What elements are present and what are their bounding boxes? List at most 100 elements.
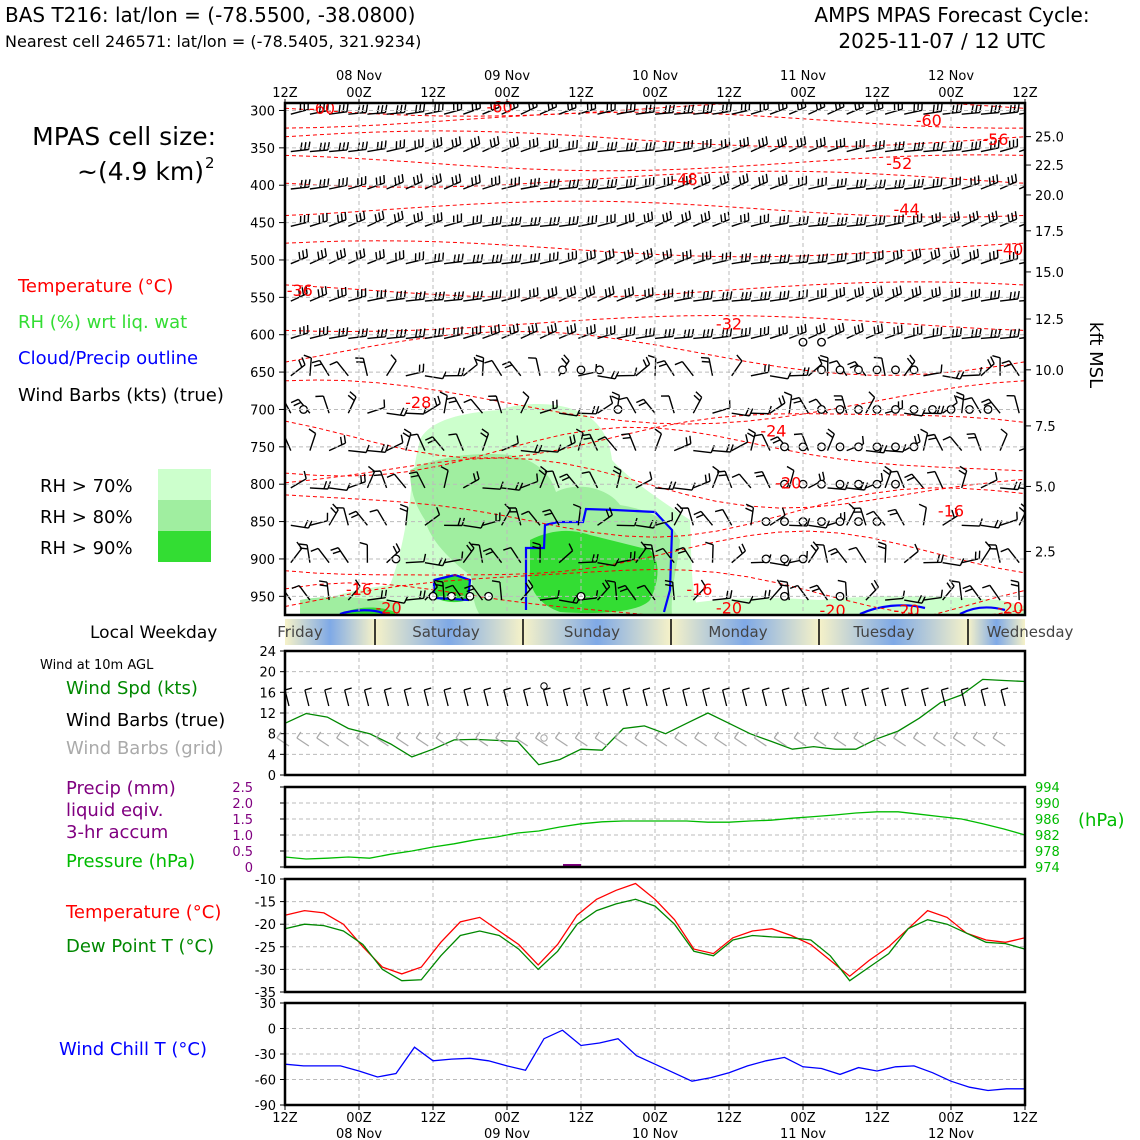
ytick-label-1: -30 xyxy=(255,963,276,978)
wind-barb xyxy=(903,248,922,265)
wind-barb xyxy=(731,291,752,302)
wind-barb xyxy=(961,288,981,302)
h-tick-label-7.5: 7.5 xyxy=(1035,420,1056,435)
wind-barb xyxy=(700,356,714,376)
wind-barb xyxy=(769,174,788,190)
temp-label-8: -36 xyxy=(287,281,313,300)
cell-size-exponent: 2 xyxy=(205,154,215,172)
panel-frame xyxy=(283,877,1027,994)
surface-wind-barb xyxy=(642,687,651,707)
wind-barb xyxy=(885,444,907,453)
p-tick-label-900: 900 xyxy=(250,553,275,568)
wind-barb xyxy=(372,470,388,489)
top-hour-label-8: 12Z xyxy=(864,86,890,101)
ytick-label-0: 0 xyxy=(268,769,276,784)
surface-wind-barb xyxy=(761,687,770,707)
rh-shading xyxy=(285,103,1025,615)
top-hour-label-2: 12Z xyxy=(420,86,446,101)
ytick-label-2: 8 xyxy=(268,728,276,743)
precip-tick-label-1: 0.5 xyxy=(232,845,253,860)
rh80-label: RH > 80% xyxy=(40,507,133,528)
wind-barb xyxy=(846,216,867,227)
ytick-label-4: 30 xyxy=(259,997,276,1012)
wind-barb xyxy=(539,216,560,227)
wind-barb xyxy=(597,213,616,227)
wind-barb xyxy=(750,253,771,265)
wind-barb xyxy=(942,141,963,153)
grid-wind-barb xyxy=(674,731,688,747)
wind-barb xyxy=(491,580,503,601)
wind-barb xyxy=(347,579,361,601)
wind-barb xyxy=(501,176,520,190)
p-tick-label-400: 400 xyxy=(250,179,275,194)
wind-barb xyxy=(942,579,955,601)
wind-barb xyxy=(992,355,1001,376)
grid-wind-barb xyxy=(435,731,449,747)
temp-label-7: -40 xyxy=(997,240,1023,259)
wind-barb xyxy=(654,512,673,526)
cycle-value: 2025-11-07 / 12 UTC xyxy=(838,29,1045,53)
wind-barb xyxy=(501,216,522,227)
bottom-hour-label-0: 12Z xyxy=(272,1111,298,1126)
isotherm-5 xyxy=(285,200,1025,218)
wind-barb xyxy=(443,173,462,190)
wind-barb xyxy=(578,324,596,340)
isotherm-8 xyxy=(285,314,1025,333)
wind-barb xyxy=(309,480,332,490)
bottom-hour-label-6: 12Z xyxy=(716,1111,742,1126)
wind-barb xyxy=(712,211,730,227)
wind-barb xyxy=(846,178,867,190)
wind-barb xyxy=(424,506,441,526)
wind-barb xyxy=(789,215,809,227)
calm-wind-marker xyxy=(817,337,826,347)
wind-barb xyxy=(654,210,673,227)
wind-barb xyxy=(539,251,559,265)
precip-tick-label-2: 1.0 xyxy=(232,829,253,844)
wind-barb xyxy=(827,547,848,564)
grid-wind-barb xyxy=(395,731,409,747)
wind-barb xyxy=(769,135,787,153)
cross-section-panel: -60 -60-60-56-52-48-44-40-36-32-28-24-20-… xyxy=(250,69,1106,620)
grid-wind-barb xyxy=(932,731,946,747)
temp-label-10: -28 xyxy=(405,393,431,412)
legend-cloud: Cloud/Precip outline xyxy=(18,348,198,369)
wind-barb xyxy=(310,547,330,564)
wind-barb xyxy=(328,503,339,526)
wind-barb xyxy=(328,211,347,227)
wind-barb xyxy=(942,507,959,526)
wind-barb xyxy=(539,103,558,115)
wind-barb xyxy=(769,371,792,380)
surface-wind-barb xyxy=(582,687,591,707)
wind-barb xyxy=(612,465,622,489)
temp-label-5: -48 xyxy=(672,170,698,189)
temp-label-17: -20 xyxy=(716,599,742,618)
temp-label-3: -56 xyxy=(982,130,1008,149)
bottom-hour-label-1: 00Z xyxy=(346,1111,372,1126)
wind-barb xyxy=(999,250,1019,265)
wind-barb xyxy=(409,433,426,451)
h-tick-label-5.0: 5.0 xyxy=(1035,480,1056,495)
wind-barb xyxy=(961,104,982,115)
wind-barb xyxy=(827,481,849,491)
wind-barb xyxy=(290,248,309,265)
wind-barb xyxy=(980,471,998,489)
wind-barb xyxy=(405,103,426,115)
wind-barb xyxy=(405,553,427,564)
grid-wind-barb xyxy=(773,731,787,747)
wind-barb xyxy=(488,395,503,414)
wind-barb xyxy=(903,543,919,564)
wind-barb xyxy=(462,471,480,489)
pressure-tick-label-1: 978 xyxy=(1035,845,1060,860)
surface-wind-barb xyxy=(662,687,671,707)
wind-barb xyxy=(399,503,409,526)
wind-barb xyxy=(1006,395,1020,414)
wind-barb xyxy=(448,433,464,451)
grid-wind-barb xyxy=(594,731,608,747)
wind-barb xyxy=(405,138,424,153)
wind-barb xyxy=(750,326,770,340)
legend-temperature: Temperature (°C) xyxy=(17,276,173,297)
wind-barb xyxy=(712,291,733,302)
wind-barb xyxy=(425,436,445,452)
wind-barb xyxy=(616,178,636,190)
wind-barb xyxy=(999,173,1018,190)
